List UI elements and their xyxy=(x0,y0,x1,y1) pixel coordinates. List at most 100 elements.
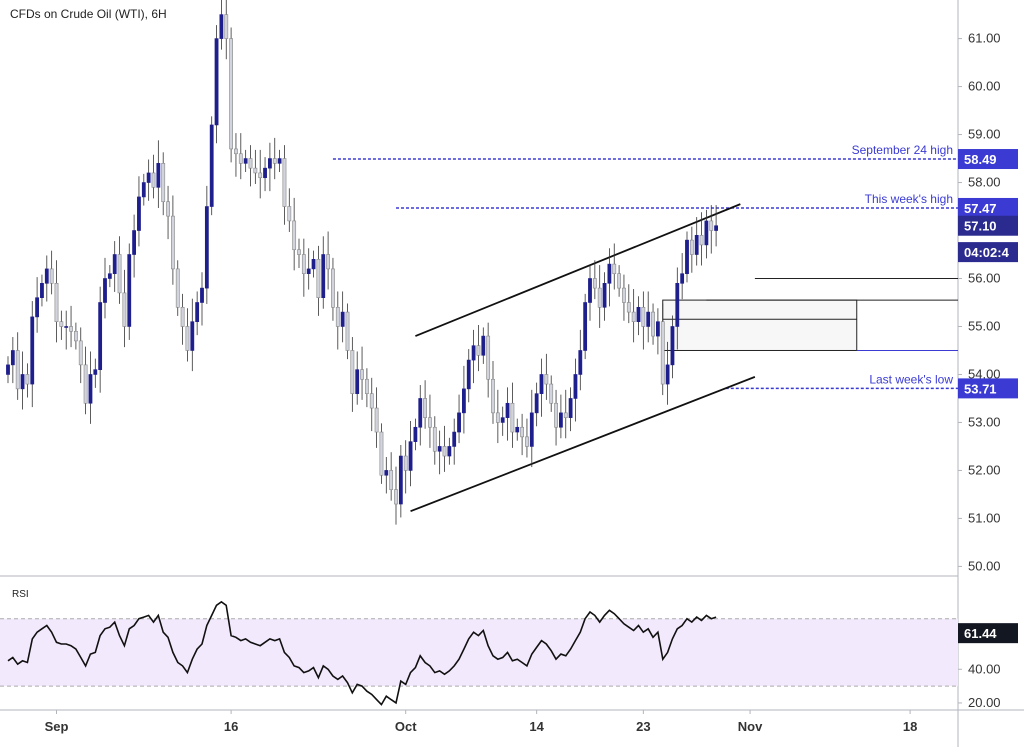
candle-body xyxy=(418,398,423,428)
candle-body xyxy=(408,441,413,471)
candle-body xyxy=(321,254,326,298)
candle-body xyxy=(355,369,360,394)
candle-body xyxy=(617,273,622,289)
candle-body xyxy=(234,148,238,155)
candle-body xyxy=(670,326,675,366)
candle-body xyxy=(316,259,321,298)
candle-body xyxy=(394,489,398,505)
last-week-low-badge: 53.71 xyxy=(964,381,997,396)
chart-title: CFDs on Crude Oil (WTI), 6H xyxy=(10,7,167,21)
candle-body xyxy=(680,273,685,284)
candle-body xyxy=(665,364,670,385)
candle-body xyxy=(360,369,364,380)
candle-body xyxy=(156,163,161,188)
last-week-low-badge-bg xyxy=(958,378,1018,399)
candle-body xyxy=(272,158,277,164)
candle-body xyxy=(263,167,267,179)
rsi-value-badge: 61.44 xyxy=(964,626,997,641)
candle-body xyxy=(78,340,83,366)
candle-body xyxy=(238,153,243,164)
bar-countdown-badge-bg xyxy=(958,242,1018,263)
candle-body xyxy=(520,426,525,438)
candle-body xyxy=(389,470,394,490)
candle-body xyxy=(437,446,442,452)
time-tick-label: Nov xyxy=(738,719,763,734)
candle-body xyxy=(471,345,476,361)
candle-body xyxy=(466,359,471,390)
candle-body xyxy=(442,446,447,457)
candle-body xyxy=(612,263,617,275)
candle-body xyxy=(602,283,607,308)
candle-body xyxy=(631,311,636,322)
candle-body xyxy=(93,369,98,375)
candle-body xyxy=(423,398,428,418)
candle-body xyxy=(641,306,646,327)
price-tick-label: 60.00 xyxy=(968,79,1001,94)
price-tick-label: 50.00 xyxy=(968,558,1001,573)
candle-body xyxy=(495,412,500,423)
candle-body xyxy=(413,426,418,442)
candle-body xyxy=(403,455,408,471)
candle-body xyxy=(578,350,583,375)
price-axis[interactable]: 50.0051.0052.0053.0054.0055.0056.0057.00… xyxy=(958,31,1018,710)
price-tick-label: 61.00 xyxy=(968,31,1001,46)
annotation-lines xyxy=(332,158,958,513)
price-tick-label: 52.00 xyxy=(968,462,1001,477)
time-tick-label: 18 xyxy=(903,719,917,734)
september-24-high-label: September 24 high xyxy=(852,143,953,157)
candle-body xyxy=(306,268,311,275)
last-week-low-label: Last week's low xyxy=(869,372,953,386)
candle-body xyxy=(122,292,127,327)
rsi-value-badge-bg xyxy=(958,623,1018,644)
candle-body xyxy=(491,378,495,414)
candle-body xyxy=(258,172,263,179)
candle-body xyxy=(10,350,15,366)
candle-body xyxy=(326,254,331,270)
candle-body xyxy=(30,316,35,385)
candle-body xyxy=(127,254,132,327)
candle-body xyxy=(69,326,73,332)
candle-body xyxy=(112,254,117,275)
candle-body xyxy=(588,278,592,303)
candle-body xyxy=(64,326,69,328)
candle-body xyxy=(151,172,156,188)
time-tick-label: 23 xyxy=(636,719,650,734)
candle-body xyxy=(685,239,689,275)
candle-body xyxy=(345,311,350,351)
rsi-label: RSI xyxy=(12,589,29,600)
candle-body xyxy=(398,455,403,505)
candle-body xyxy=(563,412,568,418)
candle-body xyxy=(331,268,335,308)
candle-body xyxy=(15,350,20,390)
channel-upper-line xyxy=(415,203,741,337)
candle-body xyxy=(709,220,714,231)
candle-body xyxy=(282,158,287,207)
candle-body xyxy=(529,412,534,447)
price-tick-label: 56.00 xyxy=(968,271,1001,286)
candle-body xyxy=(248,158,253,169)
channel-lower-line xyxy=(410,376,756,513)
candle-body xyxy=(204,206,209,289)
candle-body xyxy=(500,417,505,423)
candle-body xyxy=(311,259,316,270)
candle-body xyxy=(83,364,88,404)
time-axis[interactable]: Sep 16 Oct 14 23 Nov 18 xyxy=(45,710,918,734)
this-week-high-badge-bg xyxy=(958,197,1018,218)
candle-body xyxy=(209,124,214,207)
candle-body xyxy=(447,446,452,457)
candle-body xyxy=(267,158,272,169)
time-tick-label: Sep xyxy=(45,719,69,734)
candle-body xyxy=(287,206,292,222)
candle-body xyxy=(107,273,112,279)
candle-body xyxy=(180,306,185,327)
price-tick-label: 51.00 xyxy=(968,510,1001,525)
price-tick-label: 58.00 xyxy=(968,175,1001,190)
candle-body xyxy=(597,287,602,308)
candle-body xyxy=(660,321,665,385)
candle-body xyxy=(704,220,709,246)
candle-body xyxy=(224,14,229,39)
candle-body xyxy=(200,287,204,303)
candle-body xyxy=(428,417,432,428)
candle-body xyxy=(132,230,137,255)
